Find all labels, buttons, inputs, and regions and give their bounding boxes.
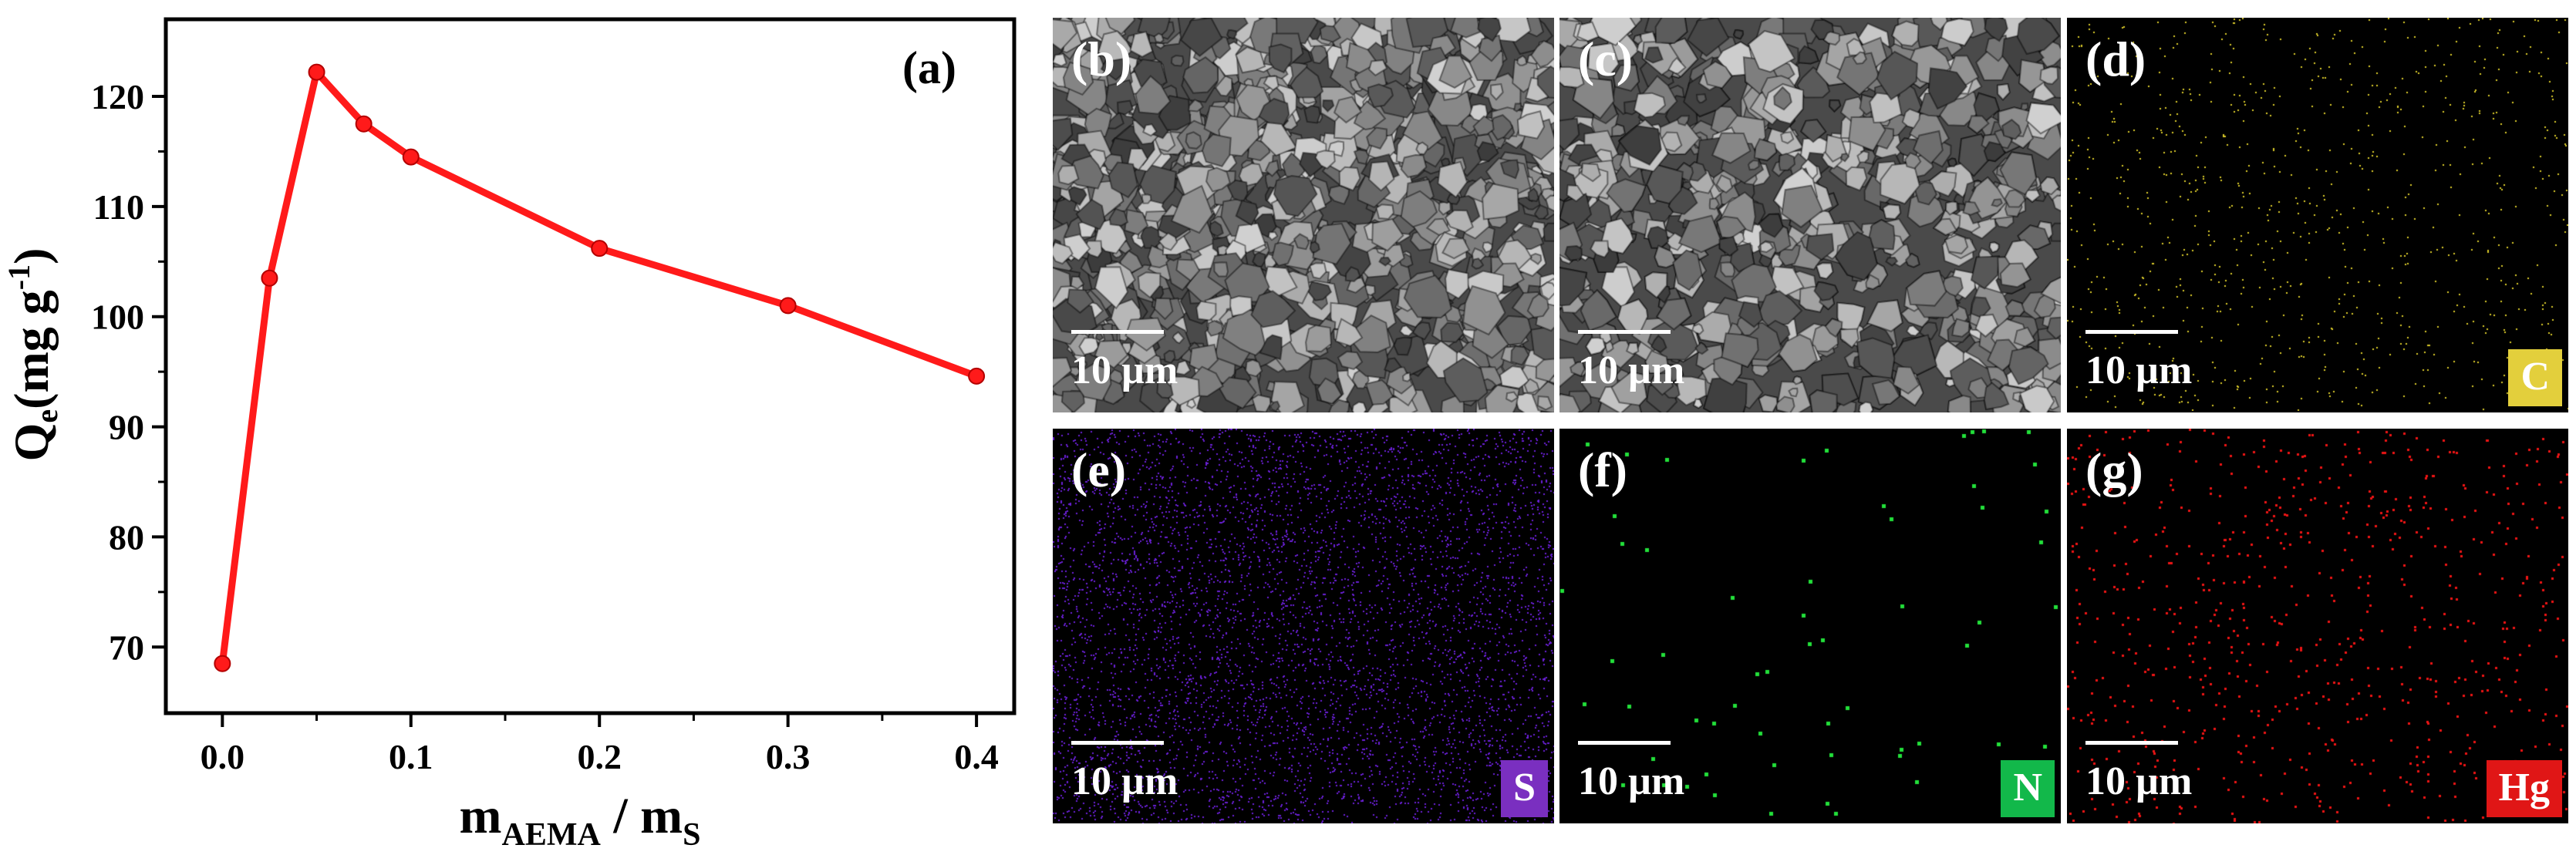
data-point (214, 655, 231, 672)
panel-label: (d) (2085, 32, 2146, 86)
data-point (355, 115, 373, 133)
element-badge: Hg (2486, 760, 2562, 817)
scale-bar (1071, 741, 1164, 745)
panel-label: (f) (1578, 443, 1627, 497)
scale-bar (1071, 330, 1164, 334)
scale-bar-label: 10 µm (1578, 759, 1685, 803)
plot-area: 0.0 0.1 0.2 0.3 0.4 70 80 90 100 110 120 (91, 17, 1017, 776)
x-tick-label: 0.1 (389, 737, 433, 776)
scale-bar (2085, 330, 2178, 334)
panel-label: (e) (1071, 443, 1127, 497)
eds-map-panel: (f) 10 µm N (1559, 429, 2061, 823)
y-tick-label: 70 (109, 628, 144, 667)
eds-dot-map (2067, 18, 2568, 412)
data-point (308, 63, 325, 81)
plot-frame (164, 17, 1017, 715)
eds-dot-map (2067, 429, 2568, 823)
eds-map-panel: (g) 10 µm Hg (2067, 429, 2568, 823)
data-point (591, 240, 609, 258)
eds-map-panel: (e) 10 µm S (1053, 429, 1554, 823)
sem-micrograph (1053, 18, 1554, 412)
scale-bar-label: 10 µm (1578, 348, 1685, 392)
x-tick-label: 0.4 (954, 737, 999, 776)
x-axis-label: mAEMA / mS (460, 788, 701, 853)
panel-label: (b) (1071, 32, 1132, 86)
scale-bar (1578, 741, 1671, 745)
sem-micrograph (1559, 18, 2061, 412)
data-point (968, 367, 986, 385)
sem-image-panel: (b) 10 µm (1053, 18, 1554, 412)
y-tick-label: 100 (91, 298, 144, 337)
x-tick-label: 0.0 (201, 737, 245, 776)
scale-bar-label: 10 µm (2085, 348, 2193, 392)
eds-dot-map (1053, 429, 1554, 823)
element-badge: N (2001, 760, 2055, 817)
scale-bar-label: 10 µm (2085, 759, 2193, 803)
eds-map-panel: (d) 10 µm C (2067, 18, 2568, 412)
sem-image-panel: (c) 10 µm (1559, 18, 2061, 412)
panel-label-a: (a) (902, 42, 956, 93)
y-tick-label: 110 (93, 187, 144, 227)
element-badge: C (2508, 349, 2562, 406)
x-tick-label: 0.2 (577, 737, 622, 776)
y-axis-label: Qe(mg g-1) (2, 248, 64, 462)
data-point (402, 148, 420, 166)
y-tick-label: 90 (109, 408, 144, 447)
x-tick-label: 0.3 (766, 737, 811, 776)
y-tick-label: 80 (109, 517, 144, 557)
y-tick-label: 120 (91, 77, 144, 116)
scale-bar-label: 10 µm (1071, 759, 1178, 803)
panel-label: (c) (1578, 32, 1634, 86)
scale-bar (2085, 741, 2178, 745)
element-badge: S (1501, 760, 1548, 817)
eds-dot-map (1559, 429, 2061, 823)
data-point (779, 297, 797, 315)
scale-bar-label: 10 µm (1071, 348, 1178, 392)
series-line (218, 69, 978, 665)
panel-label: (g) (2085, 443, 2143, 497)
line-chart: 0.0 0.1 0.2 0.3 0.4 70 80 90 100 110 120 (a) mAEMA… (2, 17, 1017, 853)
data-point (261, 269, 278, 287)
scale-bar (1578, 330, 1671, 334)
